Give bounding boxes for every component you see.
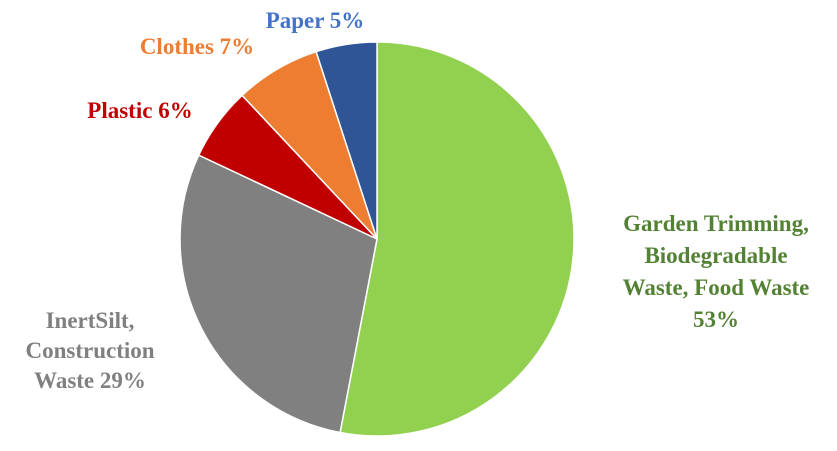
pie-slice-label-line: Plastic 6% <box>87 98 192 123</box>
pie-slice-label-line: Garden Trimming, <box>623 211 809 236</box>
pie-labels: Garden Trimming, Biodegradable Waste, Food… <box>25 8 809 393</box>
pie-slice-label-4: Paper 5% <box>266 8 365 33</box>
pie-slice-4 <box>315 41 378 240</box>
pie-slice-label-line: Waste, Food Waste <box>623 275 810 300</box>
pie-slice-label-line: Waste 29% <box>34 368 146 393</box>
pie-slices <box>179 41 575 437</box>
pie-slice-label-line: Biodegradable <box>644 243 787 268</box>
pie-slice-label-line: Paper 5% <box>266 8 365 33</box>
pie-slice-label-line: Clothes 7% <box>140 34 254 59</box>
pie-slice-0 <box>339 41 575 437</box>
pie-slice-1 <box>179 154 378 434</box>
pie-slice-label-3: Clothes 7% <box>140 34 254 59</box>
pie-slice-label-1: InertSilt, Construction Waste 29% <box>25 308 154 393</box>
pie-slice-label-line: InertSilt, <box>46 308 135 333</box>
pie-slice-label-line: 53% <box>693 307 739 332</box>
pie-slice-label-line: Construction <box>25 338 154 363</box>
pie-slice-label-2: Plastic 6% <box>87 98 192 123</box>
pie-slice-label-0: Garden Trimming, Biodegradable Waste, Food… <box>623 211 810 332</box>
